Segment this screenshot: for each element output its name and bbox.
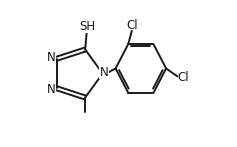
Text: N: N xyxy=(100,66,109,78)
Text: Cl: Cl xyxy=(127,19,138,32)
Text: Cl: Cl xyxy=(177,71,189,84)
Text: N: N xyxy=(47,83,56,96)
Text: SH: SH xyxy=(79,20,96,33)
Text: N: N xyxy=(47,51,56,64)
